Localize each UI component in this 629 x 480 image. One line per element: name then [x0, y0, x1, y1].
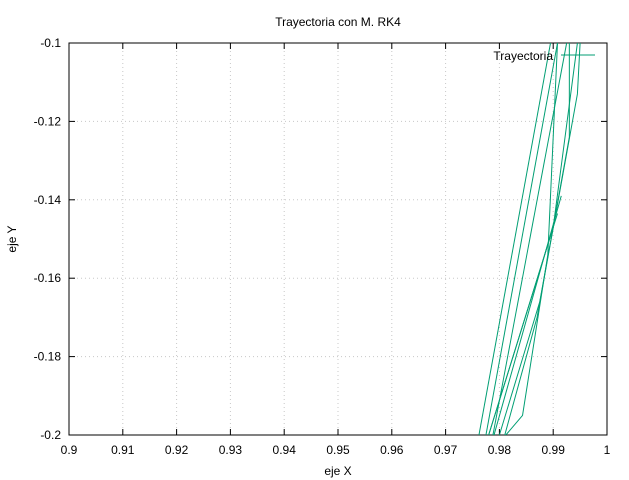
series-line: [488, 43, 578, 435]
series-line: [504, 43, 581, 435]
x-tick-label: 0.91: [111, 443, 135, 457]
series-lines: [478, 43, 581, 435]
series-line: [498, 43, 570, 435]
y-tick-label: -0.18: [34, 350, 62, 364]
series-line: [492, 43, 568, 435]
x-axis-label: eje X: [324, 464, 351, 478]
x-tick-label: 0.98: [488, 443, 512, 457]
y-tick-label: -0.1: [40, 36, 61, 50]
x-tick-label: 0.95: [326, 443, 350, 457]
x-tick-label: 0.93: [219, 443, 243, 457]
x-tick-label: 0.97: [434, 443, 458, 457]
x-tick-label: 0.96: [380, 443, 404, 457]
y-tick-label: -0.2: [40, 428, 61, 442]
grid: [69, 43, 607, 435]
legend: Trayectoria: [493, 49, 595, 63]
y-axis-label: eje Y: [5, 225, 19, 252]
series-line: [478, 43, 552, 435]
series-line: [493, 195, 562, 435]
x-tick-label: 0.9: [61, 443, 78, 457]
x-tick-label: 0.92: [165, 443, 189, 457]
legend-label: Trayectoria: [493, 49, 553, 63]
x-tick-label: 0.99: [542, 443, 566, 457]
y-tick-label: -0.14: [34, 193, 62, 207]
series-line: [485, 43, 558, 435]
x-tick-label: 0.94: [273, 443, 297, 457]
axis-ticks: 0.9 0.91 0.92 0.93 0.94 0.95 0.96 0.97 0.98 0.99 1…: [34, 36, 611, 457]
x-tick-label: 1: [604, 443, 611, 457]
y-tick-label: -0.16: [34, 271, 62, 285]
y-tick-label: -0.12: [34, 114, 62, 128]
chart-title: Trayectoria con M. RK4: [275, 15, 401, 29]
series-line: [505, 43, 558, 435]
